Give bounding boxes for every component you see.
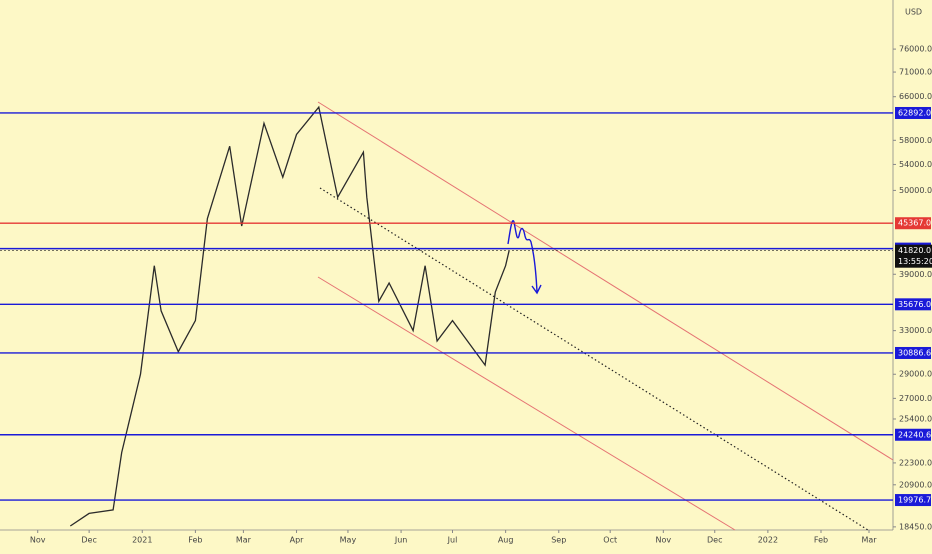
x-tick-label: Apr <box>290 536 305 545</box>
level-label-box <box>895 428 931 441</box>
x-tick-label: Nov <box>30 536 46 545</box>
level-label: 62892.0 <box>898 108 931 117</box>
x-tick-label: Mar <box>236 536 252 545</box>
currency-label: USD <box>905 8 922 17</box>
level-label: 45367.0 <box>898 219 931 228</box>
y-tick-label: 18450.0 <box>899 522 932 531</box>
level-label-box <box>895 494 931 507</box>
current-price-label: 41820.0 <box>898 246 931 255</box>
y-tick-label: 27000.0 <box>899 394 932 403</box>
y-tick-label: 20900.0 <box>899 480 932 489</box>
projection-arrow <box>507 220 538 293</box>
x-tick-label: Mar <box>861 536 877 545</box>
x-tick-label: Dec <box>81 536 96 545</box>
y-tick-label: 58000.0 <box>899 136 932 145</box>
x-tick-label: Feb <box>188 536 202 545</box>
channel-upper <box>317 101 894 461</box>
x-tick-label: Nov <box>656 536 672 545</box>
x-tick-label: May <box>340 536 357 545</box>
countdown-label: 13:55:20 <box>898 257 932 266</box>
y-tick-label: 29000.0 <box>899 370 932 379</box>
x-tick-label: 2021 <box>132 536 152 545</box>
y-tick-label: 39000.0 <box>899 270 932 279</box>
level-label-box <box>895 217 931 230</box>
y-tick-label: 71000.0 <box>899 68 932 77</box>
y-tick-label: 54000.0 <box>899 160 932 169</box>
level-label: 24240.6 <box>898 430 931 439</box>
x-tick-label: Aug <box>498 536 514 545</box>
level-label: 35676.0 <box>898 300 931 309</box>
x-tick-label: Oct <box>603 536 617 545</box>
price-line <box>69 105 510 527</box>
level-label-box <box>895 106 931 119</box>
x-tick-label: Jun <box>394 536 408 545</box>
x-tick-label: Jul <box>447 536 458 545</box>
y-tick-label: 25400.0 <box>899 414 932 423</box>
channel-lower <box>317 276 736 531</box>
x-tick-label: Dec <box>707 536 722 545</box>
level-label-box <box>895 298 931 311</box>
y-tick-label: 33000.0 <box>899 326 932 335</box>
level-label-box <box>895 346 931 359</box>
x-tick-label: 2022 <box>758 536 778 545</box>
y-tick-label: 66000.0 <box>899 92 932 101</box>
level-label: 30886.6 <box>898 348 931 357</box>
y-tick-label: 76000.0 <box>899 45 932 54</box>
x-tick-label: Feb <box>814 536 828 545</box>
arrow-head <box>531 284 542 295</box>
level-label: 19976.7 <box>898 496 931 505</box>
y-tick-label: 22300.0 <box>899 458 932 467</box>
current-price-box <box>895 244 932 268</box>
y-tick-label: 50000.0 <box>899 186 932 195</box>
x-tick-label: Sep <box>551 536 566 545</box>
